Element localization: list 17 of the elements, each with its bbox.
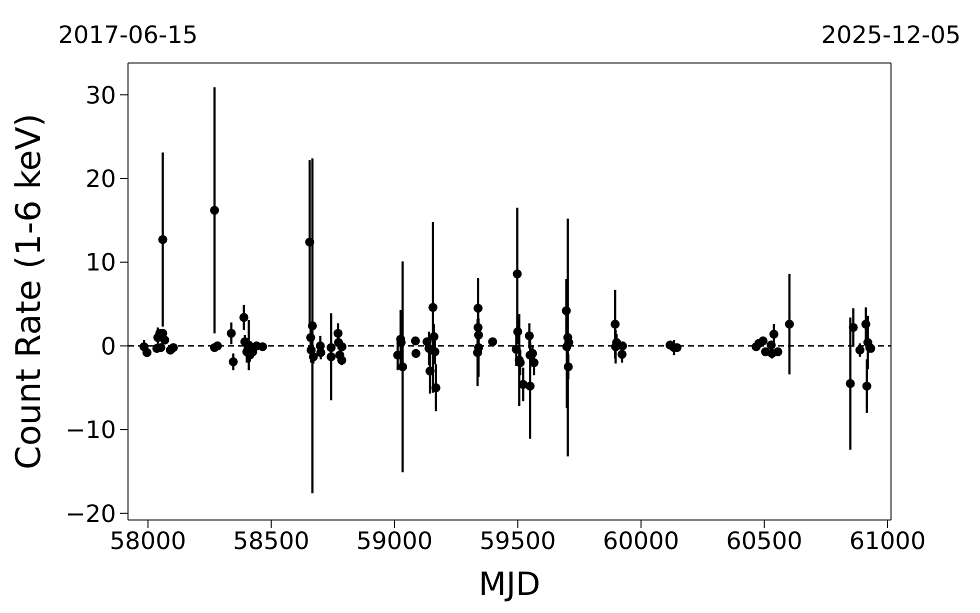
- x2-tick-label: 2025-12-05: [821, 21, 961, 49]
- x-tick-label: 61000: [849, 527, 926, 556]
- x2-tick-label: 2017-06-15: [58, 21, 198, 49]
- x-tick-label: 58000: [110, 527, 186, 556]
- y-tick-label: 30: [85, 81, 116, 110]
- y-tick-label: 20: [85, 165, 116, 194]
- y-tick-label: 10: [85, 248, 116, 277]
- x-tick-label: 60500: [726, 527, 802, 556]
- x-tick-label: 58500: [233, 527, 310, 556]
- y-axis-title: Count Rate (1-6 keV): [9, 113, 50, 470]
- y-tick-label: −10: [65, 416, 116, 444]
- y-tick-label: −20: [65, 500, 116, 528]
- x-tick-label: 59000: [356, 527, 433, 556]
- x-axis-title: MJD: [478, 565, 540, 603]
- x-tick-label: 59500: [480, 527, 556, 556]
- x-tick-label: 60000: [602, 527, 680, 556]
- y-tick-label: 0: [100, 332, 116, 360]
